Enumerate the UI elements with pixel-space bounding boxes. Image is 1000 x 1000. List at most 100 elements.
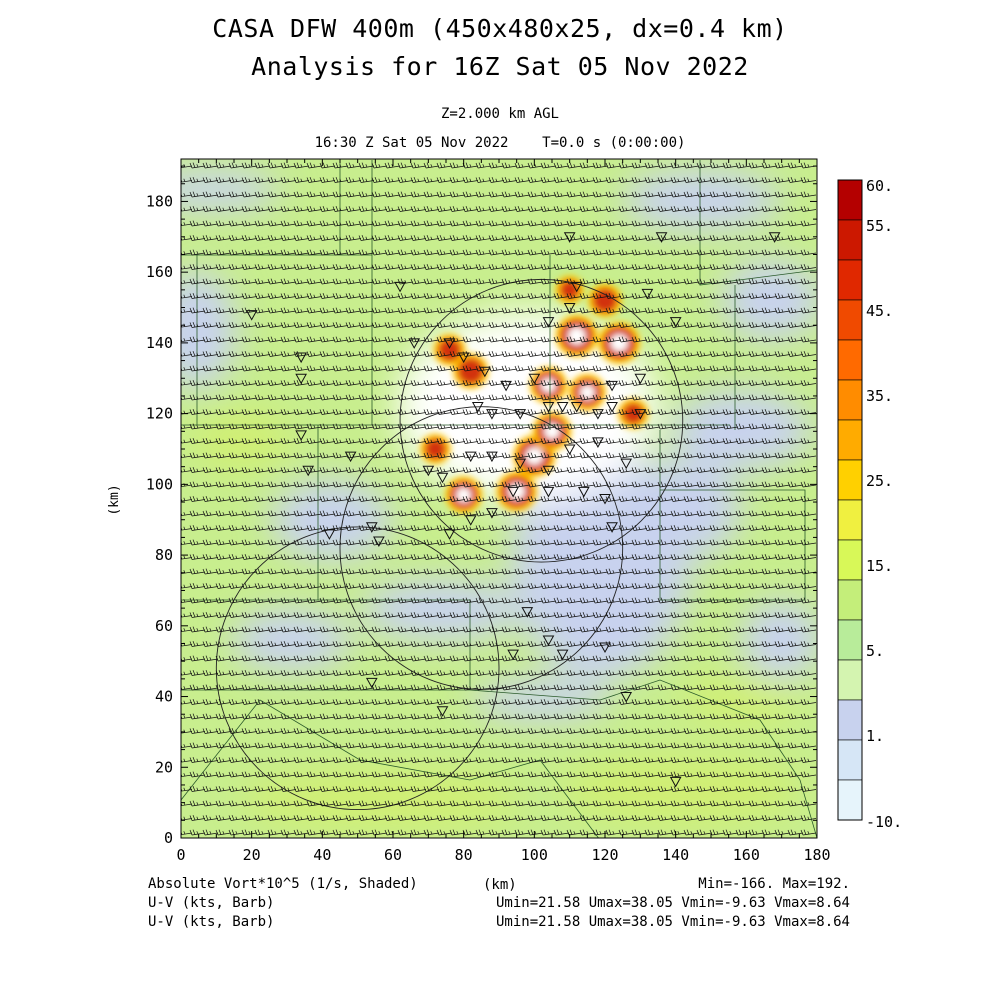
- wind-barb: [358, 611, 375, 618]
- wind-barb: [267, 814, 284, 821]
- wind-barb: [358, 162, 375, 169]
- wind-barb: [800, 191, 817, 198]
- wind-barb: [488, 582, 505, 589]
- wind-barb: [189, 553, 206, 560]
- wind-barb: [722, 771, 739, 778]
- wind-barb: [605, 829, 622, 836]
- wind-barb: [462, 524, 479, 531]
- wind-barb: [228, 756, 245, 763]
- wind-barb: [410, 655, 427, 662]
- wind-barb: [384, 249, 401, 256]
- wind-barb: [527, 162, 544, 169]
- wind-barb: [449, 756, 466, 763]
- wind-barb: [566, 829, 583, 836]
- wind-barb: [722, 611, 739, 618]
- wind-barb: [566, 655, 583, 662]
- wind-barb: [462, 510, 479, 517]
- wind-barb: [644, 727, 661, 734]
- wind-barb: [181, 265, 193, 270]
- wind-barb: [722, 437, 739, 444]
- wind-barb: [540, 510, 557, 517]
- wind-barb: [566, 742, 583, 749]
- wind-barb: [657, 524, 674, 531]
- wind-barb: [579, 800, 596, 807]
- wind-barb: [592, 727, 609, 734]
- wind-barb: [722, 800, 739, 807]
- wind-barb: [449, 785, 466, 792]
- wind-barb: [319, 684, 336, 691]
- wind-barb: [475, 626, 492, 633]
- wind-barb: [514, 452, 531, 459]
- wind-barb: [722, 698, 739, 705]
- wind-barb: [267, 684, 284, 691]
- wind-barb: [774, 582, 791, 589]
- wind-barb: [696, 379, 713, 386]
- wind-barb: [644, 350, 661, 357]
- wind-barb: [181, 613, 193, 618]
- wind-barb: [384, 785, 401, 792]
- wind-barb: [371, 423, 388, 430]
- wind-barb: [267, 336, 284, 343]
- wind-barb: [631, 568, 648, 575]
- wind-barb: [670, 191, 687, 198]
- wind-barb: [449, 408, 466, 415]
- wind-barb: [384, 176, 401, 183]
- wind-barb: [241, 713, 258, 720]
- wind-barb: [696, 220, 713, 227]
- wind-barb: [644, 176, 661, 183]
- wind-barb: [423, 640, 440, 647]
- wind-barb: [332, 365, 349, 372]
- wind-barb: [683, 408, 700, 415]
- wind-barb: [774, 669, 791, 676]
- wind-barb: [202, 365, 219, 372]
- wind-barb: [735, 249, 752, 256]
- vort-core-hole: [525, 447, 544, 465]
- wind-barb: [397, 611, 414, 618]
- wind-barb: [566, 263, 583, 270]
- wind-barb: [605, 452, 622, 459]
- wind-barb: [748, 727, 765, 734]
- wind-barb: [670, 379, 687, 386]
- wind-barb: [254, 597, 271, 604]
- wind-barb: [709, 756, 726, 763]
- wind-barb: [501, 191, 518, 198]
- wind-barb: [553, 829, 570, 836]
- wind-barb: [397, 176, 414, 183]
- wind-barb: [514, 394, 531, 401]
- wind-barb: [228, 379, 245, 386]
- wind-barb: [696, 829, 713, 836]
- wind-barb: [384, 365, 401, 372]
- wind-barb: [501, 684, 518, 691]
- vort-core-inner: [438, 338, 461, 361]
- colorbar-swatch: [837, 419, 863, 461]
- wind-barb: [410, 263, 427, 270]
- wind-barb: [527, 495, 544, 502]
- wind-barb: [501, 437, 518, 444]
- wind-barb: [254, 408, 271, 415]
- station-marker: [302, 465, 315, 477]
- wind-barb: [410, 379, 427, 386]
- wind-barb: [566, 814, 583, 821]
- wind-barb: [735, 292, 752, 299]
- station-marker: [570, 402, 583, 413]
- wind-barb: [618, 423, 635, 430]
- wind-barb: [787, 278, 804, 285]
- wind-barb: [488, 350, 505, 357]
- wind-barb: [774, 626, 791, 633]
- boundary-line: [181, 699, 599, 838]
- wind-barb: [592, 611, 609, 618]
- wind-barb: [527, 785, 544, 792]
- wind-barb: [254, 350, 271, 357]
- wind-barb: [215, 336, 232, 343]
- wind-barb: [514, 626, 531, 633]
- wind-barb: [540, 263, 557, 270]
- wind-barb: [306, 495, 323, 502]
- title-line-2: Analysis for 16Z Sat 05 Nov 2022: [251, 52, 749, 81]
- wind-barb: [475, 162, 492, 169]
- wind-barb: [462, 727, 479, 734]
- wind-barb: [267, 234, 284, 241]
- wind-barb: [345, 350, 362, 357]
- wind-barb: [800, 292, 817, 299]
- wind-barb: [241, 829, 258, 836]
- colorbar-swatch: [837, 259, 863, 301]
